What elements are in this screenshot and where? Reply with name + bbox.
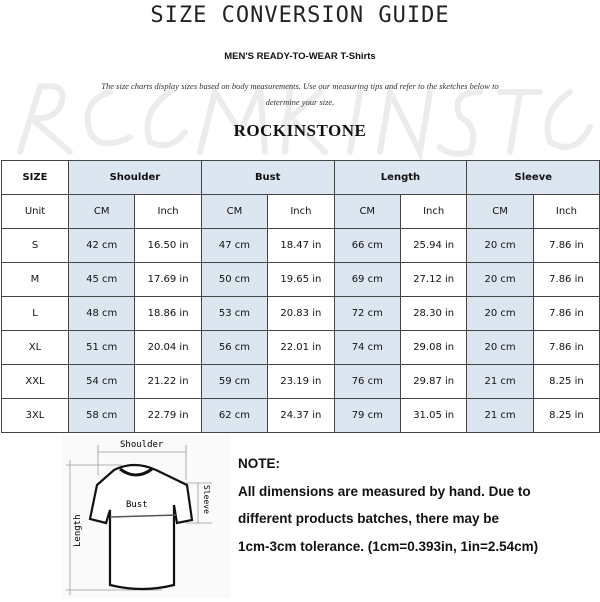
measurement-cell: 7.86 in	[532, 228, 600, 263]
measurement-cell: 45 cm	[67, 262, 136, 297]
diagram-label-length: Length	[73, 514, 83, 547]
size-label: 3XL	[1, 398, 69, 433]
note-block: NOTE: All dimensions are measured by han…	[238, 450, 600, 560]
page-title: SIZE CONVERSION GUIDE	[150, 3, 450, 28]
table-header-row: SIZE Shoulder Bust Length Sleeve	[1, 160, 600, 195]
measurement-cell: 8.25 in	[532, 364, 600, 399]
measurement-cell: 29.08 in	[399, 330, 468, 365]
diagram-label-shoulder: Shoulder	[120, 440, 164, 450]
measurement-cell: 79 cm	[333, 398, 401, 433]
measurement-cell: 7.86 in	[532, 330, 600, 365]
measurement-cell: 48 cm	[67, 296, 136, 331]
measurement-cell: 22.01 in	[267, 330, 335, 365]
tshirt-measurement-diagram: Shoulder Bust Sleeve Length	[62, 435, 230, 598]
diagram-label-bust: Bust	[126, 500, 148, 510]
unit-cell: Inch	[399, 194, 468, 229]
note-heading: NOTE:	[238, 456, 280, 471]
size-label: L	[1, 296, 69, 331]
measurement-cell: 66 cm	[333, 228, 401, 263]
measurement-cell: 59 cm	[200, 364, 269, 399]
table-row: 3XL 58 cm 22.79 in 62 cm 24.37 in 79 cm 31.05 …	[1, 398, 600, 433]
measurement-cell: 16.50 in	[134, 228, 202, 263]
measurement-cell: 21 cm	[466, 364, 534, 399]
measurement-cell: 18.47 in	[267, 228, 335, 263]
table-row: XL 51 cm 20.04 in 56 cm 22.01 in 74 cm 29.08 i…	[1, 330, 600, 365]
measurement-cell: 20 cm	[466, 330, 534, 365]
measurement-cell: 17.69 in	[134, 262, 202, 297]
unit-cell: Inch	[267, 194, 335, 229]
header-sleeve: Sleeve	[466, 160, 600, 195]
header-bust: Bust	[200, 160, 335, 195]
measurement-cell: 7.86 in	[532, 262, 600, 297]
measurement-cell: 47 cm	[200, 228, 269, 263]
measurement-cell: 20 cm	[466, 262, 534, 297]
measurement-cell: 58 cm	[67, 398, 136, 433]
measurement-cell: 21 cm	[466, 398, 534, 433]
measurement-cell: 22.79 in	[134, 398, 202, 433]
unit-cell: Unit	[1, 194, 69, 229]
unit-cell: CM	[466, 194, 534, 229]
measurement-cell: 69 cm	[333, 262, 401, 297]
measurement-cell: 20 cm	[466, 296, 534, 331]
measurement-cell: 54 cm	[67, 364, 136, 399]
unit-cell: CM	[67, 194, 136, 229]
measurement-cell: 23.19 in	[267, 364, 335, 399]
header-length: Length	[333, 160, 468, 195]
size-label: XL	[1, 330, 69, 365]
measurement-cell: 62 cm	[200, 398, 269, 433]
unit-cell: Inch	[532, 194, 600, 229]
size-table: SIZE Shoulder Bust Length Sleeve Unit CM I…	[1, 160, 600, 433]
table-row: XXL 54 cm 21.22 in 59 cm 23.19 in 76 cm 29.87 …	[1, 364, 600, 399]
header-size: SIZE	[1, 160, 69, 195]
measurement-cell: 19.65 in	[267, 262, 335, 297]
table-row: L 48 cm 18.86 in 53 cm 20.83 in 72 cm 28.30 in…	[1, 296, 600, 331]
subtitle: MEN'S READY-TO-WEAR T-Shirts	[224, 51, 376, 62]
measurement-cell: 8.25 in	[532, 398, 600, 433]
measurement-cell: 53 cm	[200, 296, 269, 331]
measurement-cell: 20.83 in	[267, 296, 335, 331]
unit-cell: Inch	[134, 194, 202, 229]
unit-row: Unit CM Inch CM Inch CM Inch CM Inch	[1, 194, 600, 229]
measurement-cell: 29.87 in	[399, 364, 468, 399]
measurement-cell: 56 cm	[200, 330, 269, 365]
note-line: different products batches, there may be	[238, 511, 500, 526]
measurement-cell: 72 cm	[333, 296, 401, 331]
unit-cell: CM	[200, 194, 269, 229]
measurement-cell: 28.30 in	[399, 296, 468, 331]
measurement-cell: 20 cm	[466, 228, 534, 263]
note-line: All dimensions are measured by hand. Due…	[238, 483, 531, 499]
size-label: S	[1, 228, 69, 263]
measurement-cell: 31.05 in	[399, 398, 468, 433]
size-label: M	[1, 262, 69, 297]
header-shoulder: Shoulder	[68, 160, 202, 195]
measurement-cell: 20.04 in	[134, 330, 202, 365]
watermark-logo	[17, 82, 593, 162]
brand-name: ROCKINSTONE	[233, 121, 367, 140]
measurement-cell: 42 cm	[67, 228, 136, 263]
measurement-cell: 18.86 in	[134, 296, 202, 331]
table-row: S 42 cm 16.50 in 47 cm 18.47 in 66 cm 25.94 in…	[1, 228, 600, 263]
measurement-cell: 76 cm	[333, 364, 401, 399]
measurement-cell: 27.12 in	[399, 262, 468, 297]
measurement-cell: 74 cm	[333, 330, 401, 365]
size-label: XXL	[1, 364, 69, 399]
measurement-cell: 50 cm	[200, 262, 269, 297]
description: The size charts display sizes based on b…	[101, 81, 499, 107]
measurement-cell: 25.94 in	[399, 228, 468, 263]
tshirt-icon: Shoulder Bust Sleeve Length	[66, 440, 212, 595]
table-row: M 45 cm 17.69 in 50 cm 19.65 in 69 cm 27.12 in…	[1, 262, 600, 297]
unit-cell: CM	[333, 194, 401, 229]
diagram-label-sleeve: Sleeve	[202, 485, 211, 514]
measurement-cell: 51 cm	[67, 330, 136, 365]
measurement-cell: 24.37 in	[267, 398, 335, 433]
note-line: 1cm-3cm tolerance. (1cm=0.393in, 1in=2.5…	[238, 538, 539, 554]
measurement-cell: 7.86 in	[532, 296, 600, 331]
measurement-cell: 21.22 in	[134, 364, 202, 399]
